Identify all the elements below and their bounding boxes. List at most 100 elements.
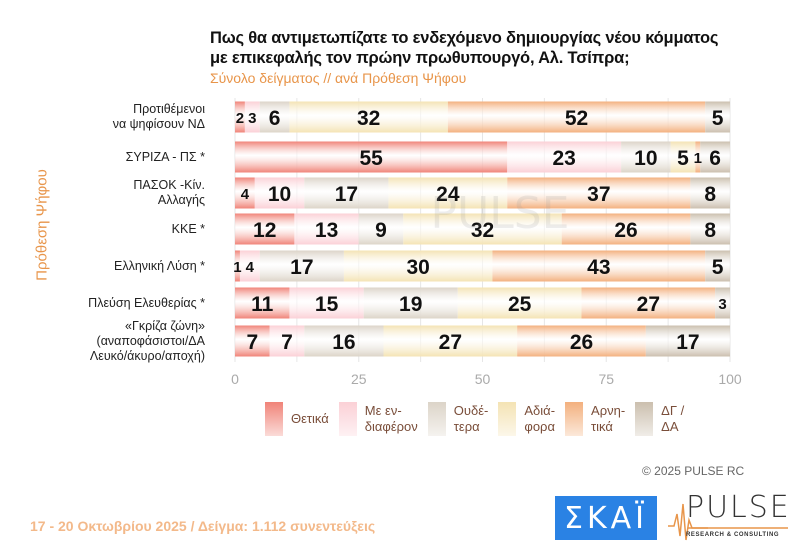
legend: Θετικά Με εν-διαφέρον Ουδέ-τερα Αδιά-φορα Αρ… bbox=[265, 402, 694, 436]
value-label: 7 bbox=[281, 331, 293, 354]
value-label: 6 bbox=[269, 107, 281, 130]
legend-label: Ουδέ-τερα bbox=[454, 403, 489, 435]
bar-segment-neutral bbox=[304, 325, 384, 357]
pulse-wave-icon bbox=[668, 503, 708, 541]
category-label-line: ΠΑΣΟΚ -Κίν. bbox=[133, 178, 205, 192]
bar-segment-dk_na bbox=[690, 177, 730, 209]
value-label: 17 bbox=[676, 331, 699, 354]
category-label: ΠΑΣΟΚ -Κίν. Αλλαγής bbox=[133, 178, 205, 208]
legend-label-line: Αδιά- bbox=[524, 403, 556, 418]
value-label: 52 bbox=[565, 107, 588, 130]
value-label: 26 bbox=[614, 219, 637, 242]
category-label-line: Προτιθέμενοι bbox=[133, 102, 205, 116]
bar-segment-indifferent bbox=[457, 287, 582, 319]
value-label: 17 bbox=[335, 183, 358, 206]
value-label: 27 bbox=[637, 293, 660, 316]
legend-item-positive: Θετικά bbox=[265, 402, 329, 436]
pulse-underline bbox=[688, 527, 788, 529]
bar-segment-dk_na bbox=[705, 101, 730, 133]
legend-label: ΔΓ / ΔΑ bbox=[661, 403, 684, 435]
bar-segment-indifferent bbox=[343, 250, 493, 282]
value-label: 27 bbox=[439, 331, 462, 354]
legend-label-line: ΔΓ / bbox=[661, 403, 685, 418]
legend-label: Με εν-διαφέρον bbox=[365, 403, 418, 435]
legend-label-line: Ουδέ- bbox=[453, 403, 489, 418]
title-line-1: Πως θα αντιμετωπίζατε το ενδεχόμενο δημι… bbox=[210, 29, 719, 47]
value-label: 25 bbox=[508, 293, 532, 316]
bar-segment-dk_na bbox=[700, 141, 730, 173]
x-axis-ticks: 0 25 50 75 100 bbox=[231, 371, 742, 387]
category-label: Προτιθέμενοι να ψηφίσουν ΝΔ bbox=[113, 102, 205, 132]
value-label: 15 bbox=[315, 293, 339, 316]
value-label: 10 bbox=[268, 183, 291, 206]
bar-segment-neutral bbox=[259, 250, 344, 282]
stacked-bar-chart: 2 3 6 32 52 555 23 10 5 1 64 10 17 24 37 812 13 9 32 26 81 4 1… bbox=[231, 98, 742, 387]
value-label: 37 bbox=[587, 183, 610, 206]
value-label: 7 bbox=[246, 331, 258, 354]
value-label: 8 bbox=[704, 219, 716, 242]
bar-segment-negative bbox=[561, 213, 691, 245]
value-label: 19 bbox=[399, 293, 422, 316]
chart-subtitle: Σύνολο δείγματος // ανά Πρόθεση Ψήφου bbox=[210, 70, 467, 86]
bar-segment-positive bbox=[235, 141, 508, 173]
legend-swatch bbox=[635, 402, 654, 436]
legend-label-line: Αρνη- bbox=[591, 403, 626, 418]
legend-label: Θετικά bbox=[291, 411, 329, 427]
bar-segment-dk_na bbox=[715, 287, 730, 319]
bar-segment-positive bbox=[235, 177, 255, 209]
legend-swatch bbox=[427, 402, 446, 436]
legend-label-line: φορα bbox=[524, 419, 555, 434]
bar-segment-interested bbox=[239, 250, 260, 282]
bar-segment-negative bbox=[492, 250, 706, 282]
x-tick-label: 75 bbox=[598, 371, 614, 387]
watermark: PULSE bbox=[431, 188, 570, 239]
bar-segment-interested bbox=[507, 141, 622, 173]
legend-label: Αρνη-τικά bbox=[591, 403, 625, 435]
copyright: © 2025 PULSE RC bbox=[642, 464, 745, 478]
x-tick-label: 25 bbox=[351, 371, 367, 387]
value-label: 5 bbox=[712, 107, 724, 130]
bars bbox=[235, 101, 730, 357]
value-label: 9 bbox=[375, 219, 387, 242]
value-label: 12 bbox=[253, 219, 276, 242]
bar-segment-negative bbox=[581, 287, 716, 319]
bar-segment-positive bbox=[235, 287, 290, 319]
category-label: Πλεύση Ελευθερίας * bbox=[88, 296, 205, 311]
value-label: 32 bbox=[357, 107, 380, 130]
bar-segment-negative bbox=[517, 325, 646, 357]
value-label: 8 bbox=[704, 183, 716, 206]
value-label: 26 bbox=[570, 331, 593, 354]
bar-segment-indifferent bbox=[383, 325, 518, 357]
bar-segment-dk_na bbox=[705, 250, 730, 282]
category-label-line: Αλλαγής bbox=[157, 193, 205, 207]
value-label: 1 bbox=[694, 150, 702, 167]
category-label: ΣΥΡΙΖΑ - ΠΣ * bbox=[126, 150, 205, 165]
legend-item-dk_na: ΔΓ / ΔΑ bbox=[635, 402, 684, 436]
bar-segment-interested bbox=[269, 325, 305, 357]
category-label-line: ΚΚΕ * bbox=[171, 221, 205, 236]
category-label-line: (αναποφάσιστοι/ΔΑ bbox=[96, 333, 205, 348]
legend-item-neutral: Ουδέ-τερα bbox=[427, 402, 489, 436]
value-label: 5 bbox=[712, 256, 724, 279]
bar-segment-neutral bbox=[304, 177, 389, 209]
bar-segment-positive bbox=[235, 101, 245, 133]
bar-segment-positive bbox=[235, 325, 270, 357]
value-label: 11 bbox=[251, 293, 274, 316]
bar-segment-positive bbox=[235, 213, 295, 245]
bar-segment-indifferent bbox=[403, 213, 562, 245]
value-label: 24 bbox=[436, 183, 460, 206]
legend-item-negative: Αρνη-τικά bbox=[565, 402, 625, 436]
value-label: 2 bbox=[236, 110, 244, 127]
legend-swatch bbox=[338, 402, 357, 436]
pulse-logo-subtitle: RESEARCH & CONSULTING bbox=[686, 532, 780, 538]
bar-segment-neutral bbox=[259, 101, 290, 133]
bar-segment-neutral bbox=[363, 287, 458, 319]
bar-segment-interested bbox=[244, 101, 260, 133]
bar-segment-indifferent bbox=[670, 141, 696, 173]
category-label: Ελληνική Λύση * bbox=[114, 259, 205, 274]
value-label: 4 bbox=[241, 186, 250, 203]
bar-segment-dk_na bbox=[690, 213, 730, 245]
legend-label-line: τερα bbox=[453, 419, 480, 434]
value-label: 1 bbox=[233, 259, 241, 276]
category-label-line: Λευκό/άκυρο/αποχή) bbox=[89, 348, 205, 363]
